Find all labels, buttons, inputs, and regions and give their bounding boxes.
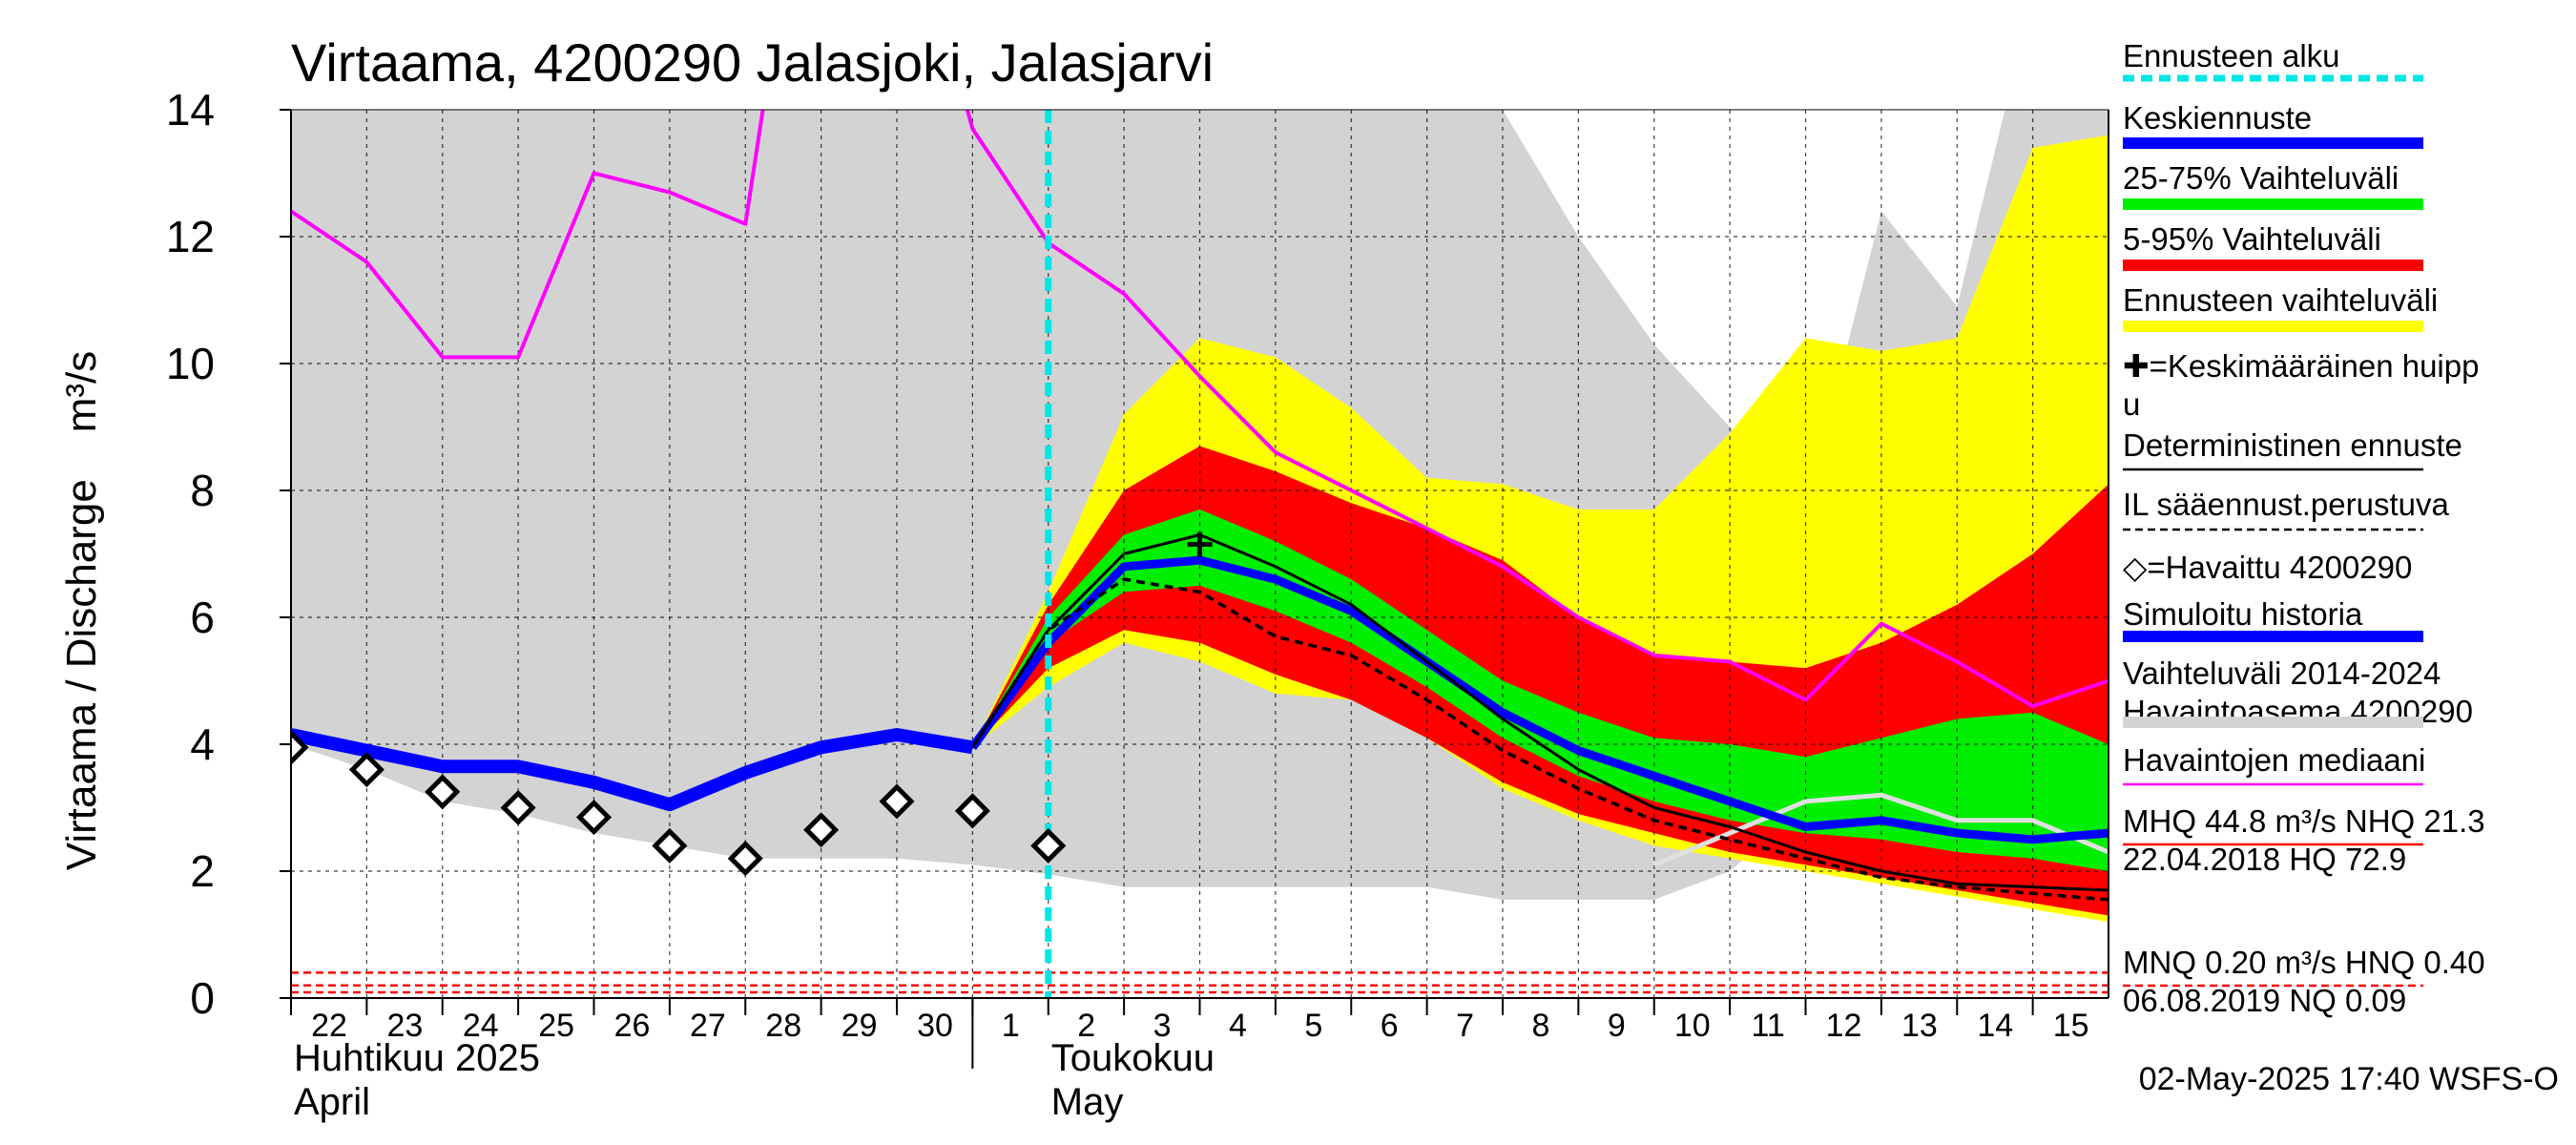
chart-title: Virtaama, 4200290 Jalasjoki, Jalasjarvi xyxy=(291,32,1214,93)
series-line-simulated-range-line xyxy=(1652,792,2109,867)
legend-label-line2: 22.04.2018 HQ 72.9 xyxy=(2123,842,2406,877)
y-tick-label: 0 xyxy=(190,973,215,1023)
legend-label: Simuloitu historia xyxy=(2123,596,2363,632)
x-tick-label: 9 xyxy=(1608,1008,1626,1044)
legend-label: 5-95% Vaihteluväli xyxy=(2123,221,2381,257)
legend-label: Deterministinen ennuste xyxy=(2123,427,2462,463)
x-tick-label: 1 xyxy=(1002,1008,1020,1044)
x-tick-label: 30 xyxy=(917,1008,953,1044)
series-line-il-s-ennust-perustuva xyxy=(970,577,2109,902)
observed-point xyxy=(575,799,613,836)
observed-point xyxy=(425,774,461,810)
x-tick-label: 6 xyxy=(1381,1008,1399,1044)
y-tick-label: 8 xyxy=(190,466,215,515)
x-tick-label: 2 xyxy=(1077,1008,1095,1044)
x-tick-label: 14 xyxy=(1977,1008,2013,1044)
x-tick-label: 27 xyxy=(690,1008,726,1044)
x-tick-label: 23 xyxy=(386,1008,423,1044)
x-tick-label: 7 xyxy=(1456,1008,1474,1044)
y-tick-label: 2 xyxy=(190,846,215,896)
y-tick-label: 14 xyxy=(166,85,215,135)
x-tick-label: 22 xyxy=(311,1008,347,1044)
x-tick-label: 13 xyxy=(1901,1008,1938,1044)
y-tick-label: 6 xyxy=(190,593,215,642)
legend-label: ◇=Havaittu 4200290 xyxy=(2123,550,2412,585)
x-tick-label: 26 xyxy=(614,1008,651,1044)
observed-point xyxy=(348,752,384,788)
series-line-simuloitu-historia xyxy=(291,728,974,812)
month-label: Huhtikuu 2025 xyxy=(294,1037,540,1079)
observed-point xyxy=(803,812,840,848)
legend-label: Vaihteluväli 2014-2024 xyxy=(2123,656,2441,691)
p25-75-band xyxy=(972,509,2109,871)
observed-point xyxy=(879,783,915,820)
x-tick-label: 28 xyxy=(765,1008,801,1044)
y-tick-label: 12 xyxy=(166,212,215,261)
legend-label: MNQ 0.20 m³/s HNQ 0.40 xyxy=(2123,945,2485,980)
legend-label: Ennusteen vaihteluväli xyxy=(2123,282,2438,318)
legend-label-line2: 06.08.2019 NQ 0.09 xyxy=(2123,983,2406,1018)
series-line-deterministinen-ennuste xyxy=(971,533,2109,892)
x-tick-label: 3 xyxy=(1153,1008,1172,1044)
observed-point xyxy=(954,793,990,829)
x-tick-label: 11 xyxy=(1751,1008,1784,1044)
legend-label: Keskiennuste xyxy=(2123,100,2312,135)
observed-point xyxy=(1030,827,1067,864)
legend-label-line2: u xyxy=(2123,386,2140,422)
legend-label: ✚=Keskimääräinen huipp xyxy=(2123,348,2479,384)
y-tick-label: 10 xyxy=(166,339,215,388)
month-label-en: May xyxy=(1051,1081,1124,1123)
observed-point xyxy=(500,789,536,826)
x-tick-label: 10 xyxy=(1674,1008,1711,1044)
legend-label: Havaintojen mediaani xyxy=(2123,742,2425,778)
x-tick-label: 8 xyxy=(1532,1008,1550,1044)
legend-label: MHQ 44.8 m³/s NHQ 21.3 xyxy=(2123,803,2485,839)
series-line-havaintojen-mediaani xyxy=(291,110,2109,709)
x-tick-label: 12 xyxy=(1826,1008,1862,1044)
x-tick-label: 5 xyxy=(1304,1008,1322,1044)
y-tick-label: 4 xyxy=(190,719,215,769)
x-tick-label: 15 xyxy=(2053,1008,2089,1044)
x-tick-label: 25 xyxy=(538,1008,574,1044)
series-line-keskiennuste xyxy=(968,555,2109,844)
month-label-en: April xyxy=(294,1081,370,1123)
x-tick-label: 29 xyxy=(841,1008,878,1044)
legend-label: 25-75% Vaihteluväli xyxy=(2123,160,2399,196)
legend-label: Ennusteen alku xyxy=(2123,38,2340,73)
y-axis-label: Virtaama / Discharge m³/s xyxy=(58,351,105,870)
observed-point xyxy=(727,841,763,877)
timestamp-footer: 02-May-2025 17:40 WSFS-O xyxy=(2139,1061,2559,1097)
month-label: Toukokuu xyxy=(1051,1037,1215,1079)
x-tick-label: 24 xyxy=(463,1008,499,1044)
x-tick-label: 4 xyxy=(1229,1008,1247,1044)
observed-point xyxy=(652,827,688,864)
observed-point xyxy=(291,729,309,765)
legend-label: IL sääennust.perustuva xyxy=(2123,487,2449,522)
